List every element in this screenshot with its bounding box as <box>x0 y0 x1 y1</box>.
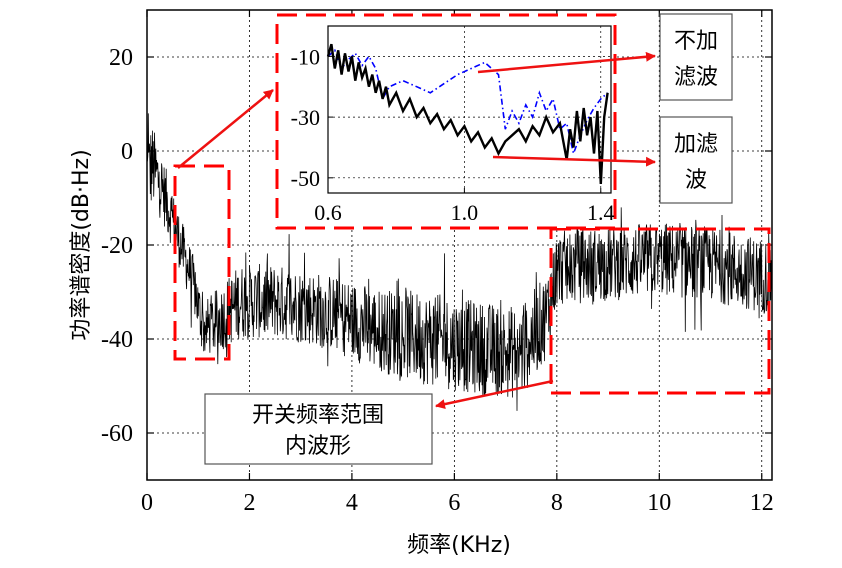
main-y-tick-label: -40 <box>101 327 133 353</box>
inset-x-tick-label: 0.6 <box>314 200 342 225</box>
main-y-tick-label: -20 <box>101 233 133 259</box>
main-x-tick-label: 2 <box>243 490 255 516</box>
unfiltered-label-line1: 不加 <box>674 29 718 54</box>
main-psd-line <box>146 113 773 411</box>
inset-y-tick-label: -10 <box>291 44 320 69</box>
y-axis-label: 功率谱密度(dB·Hz) <box>69 149 94 340</box>
main-x-tick-label: 6 <box>448 490 460 516</box>
main-x-tick-label: 0 <box>141 490 153 516</box>
x-axis-label: 频率(KHz) <box>407 533 511 558</box>
high-frequency-highlight-box <box>549 227 771 395</box>
switching-range-label-box: 开关频率范围 内波形 <box>204 393 433 465</box>
low-frequency-highlight-box <box>173 164 231 361</box>
main-x-tick-label: 8 <box>551 490 563 516</box>
main-y-tick-label: -60 <box>101 421 133 447</box>
switching-label-line1: 开关频率范围 <box>252 403 384 428</box>
main-series <box>146 113 773 411</box>
inset-plot-background <box>328 26 611 193</box>
inset-y-axis: -10 -30 -50 <box>291 44 333 191</box>
unfiltered-label-line2: 滤波 <box>674 65 718 90</box>
main-y-tick-label: 0 <box>121 139 133 165</box>
unfiltered-label-box: 不加 滤波 <box>659 13 733 101</box>
arrow-to-switching-label <box>435 379 554 410</box>
inset-y-tick-label: -30 <box>291 105 320 130</box>
filtered-label-box: 加滤 波 <box>659 116 733 204</box>
inset-x-axis: 0.6 1.0 1.4 <box>314 188 615 225</box>
inset-grid <box>328 26 611 193</box>
filtered-label-line1: 加滤 <box>674 132 718 157</box>
inset-plot-frame <box>327 25 612 194</box>
inset-y-tick-label: -50 <box>291 166 320 191</box>
arrow-to-inset <box>177 89 274 169</box>
arrow-to-unfiltered-label <box>477 51 656 74</box>
inset-filtered-line <box>326 43 609 184</box>
inset-series <box>326 43 609 184</box>
arrow-to-filtered-label <box>492 155 656 167</box>
filtered-label-line2: 波 <box>685 168 707 193</box>
main-x-tick-label: 10 <box>647 490 671 516</box>
main-x-tick-label: 12 <box>750 490 774 516</box>
switching-label-line2: 内波形 <box>285 434 351 459</box>
main-x-tick-label: 4 <box>346 490 358 516</box>
inset-x-tick-label: 1.4 <box>587 200 615 225</box>
main-y-tick-label: 20 <box>109 45 133 71</box>
main-y-axis: 20 0 -20 -40 -60 <box>101 45 772 447</box>
inset-x-tick-label: 1.0 <box>451 200 479 225</box>
inset-chart: 0.6 1.0 1.4 -10 -30 -50 <box>275 13 617 230</box>
main-x-axis: 0 2 4 6 8 10 12 <box>141 10 774 516</box>
